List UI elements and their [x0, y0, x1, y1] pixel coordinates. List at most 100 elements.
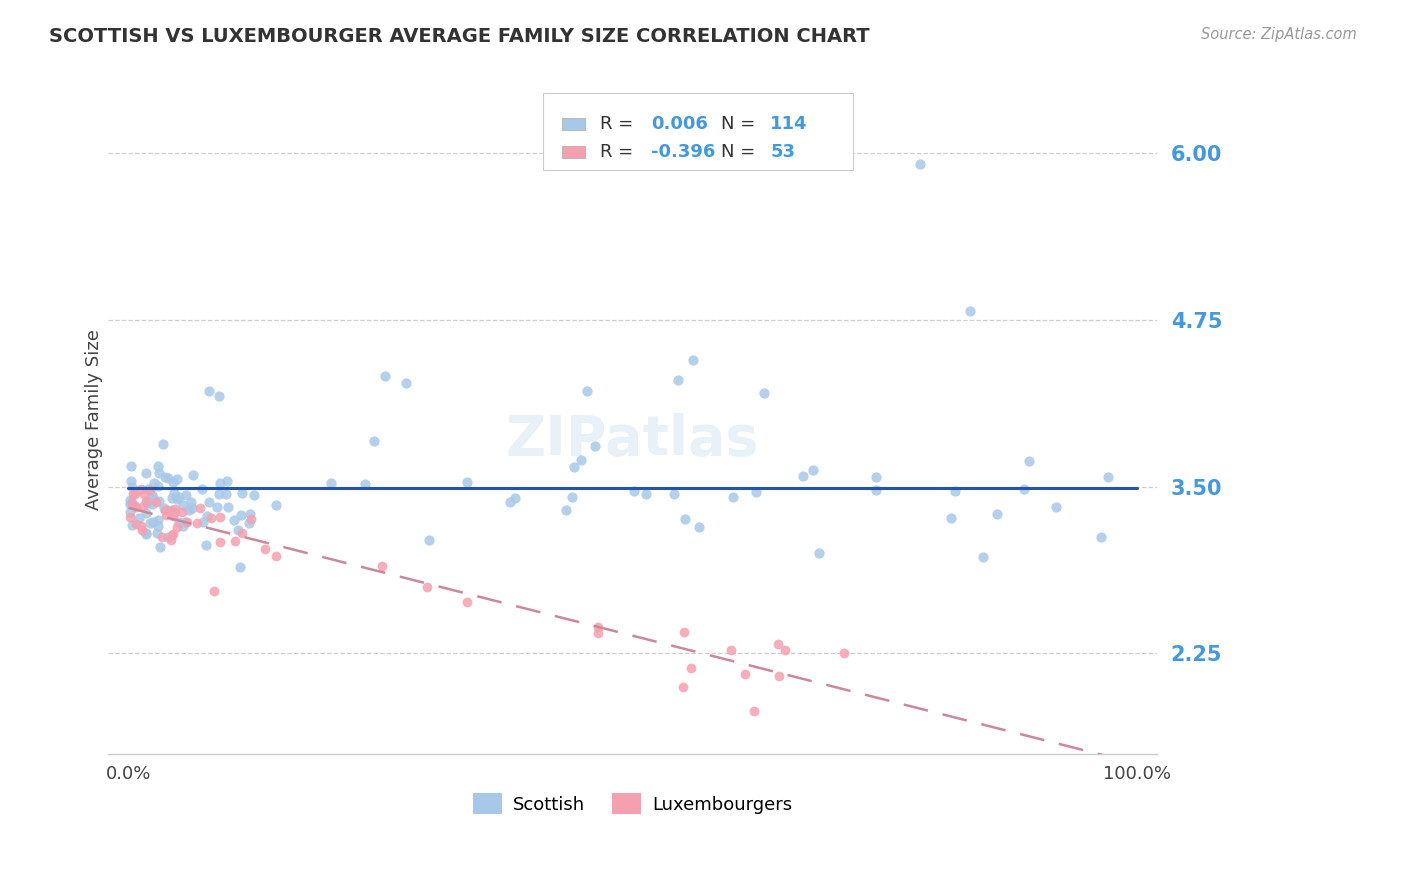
- Point: [176, 515, 198, 529]
- Point: [148, 479, 170, 493]
- Text: -0.396: -0.396: [651, 143, 716, 161]
- Point: [634, 487, 657, 501]
- Point: [371, 558, 394, 573]
- Point: [135, 466, 157, 480]
- Point: [682, 352, 704, 367]
- Point: [202, 583, 225, 598]
- Point: [588, 626, 610, 640]
- Point: [121, 517, 143, 532]
- Point: [166, 520, 188, 534]
- FancyBboxPatch shape: [562, 146, 585, 158]
- Point: [146, 526, 169, 541]
- Point: [124, 499, 146, 513]
- Point: [143, 476, 166, 491]
- Point: [555, 502, 578, 516]
- Point: [319, 476, 342, 491]
- Point: [142, 515, 165, 529]
- Point: [238, 516, 260, 530]
- Text: N =: N =: [721, 143, 761, 161]
- FancyBboxPatch shape: [562, 118, 585, 129]
- Point: [498, 495, 520, 509]
- Point: [186, 516, 208, 530]
- Point: [172, 499, 194, 513]
- Point: [395, 376, 418, 390]
- Point: [742, 704, 765, 718]
- Point: [174, 488, 197, 502]
- Point: [120, 493, 142, 508]
- Text: R =: R =: [600, 115, 640, 133]
- Point: [672, 680, 695, 694]
- Point: [120, 495, 142, 509]
- Point: [264, 498, 287, 512]
- Point: [243, 488, 266, 502]
- Point: [131, 499, 153, 513]
- Point: [673, 625, 696, 640]
- Point: [418, 533, 440, 547]
- Point: [416, 580, 439, 594]
- Point: [231, 526, 253, 541]
- Point: [226, 523, 249, 537]
- Point: [142, 491, 165, 505]
- Point: [162, 475, 184, 490]
- Point: [148, 459, 170, 474]
- Point: [865, 483, 887, 497]
- Point: [135, 526, 157, 541]
- Point: [224, 534, 246, 549]
- Point: [561, 490, 583, 504]
- Text: Source: ZipAtlas.com: Source: ZipAtlas.com: [1201, 27, 1357, 42]
- Point: [159, 504, 181, 518]
- Point: [583, 439, 606, 453]
- Point: [662, 487, 685, 501]
- Point: [266, 549, 288, 563]
- Text: R =: R =: [600, 143, 640, 161]
- Point: [128, 511, 150, 525]
- Point: [167, 490, 190, 504]
- Point: [217, 500, 239, 515]
- Point: [150, 530, 173, 544]
- Point: [118, 505, 141, 519]
- Point: [165, 505, 187, 519]
- Point: [239, 507, 262, 521]
- Point: [156, 530, 179, 544]
- Point: [586, 620, 609, 634]
- Text: 0.006: 0.006: [651, 115, 707, 133]
- Point: [132, 487, 155, 501]
- Point: [135, 526, 157, 541]
- Point: [571, 453, 593, 467]
- Point: [239, 512, 262, 526]
- Point: [1097, 469, 1119, 483]
- Point: [139, 516, 162, 530]
- Point: [124, 487, 146, 501]
- Point: [1018, 454, 1040, 468]
- Point: [231, 485, 253, 500]
- Point: [136, 483, 159, 497]
- Point: [363, 434, 385, 449]
- FancyBboxPatch shape: [543, 93, 853, 169]
- Point: [832, 647, 855, 661]
- Point: [986, 507, 1008, 521]
- Text: 53: 53: [770, 143, 796, 161]
- Point: [160, 491, 183, 505]
- Point: [135, 496, 157, 510]
- Point: [148, 519, 170, 533]
- Point: [752, 386, 775, 401]
- Point: [205, 500, 228, 515]
- Text: 114: 114: [770, 115, 807, 133]
- Point: [165, 502, 187, 516]
- Point: [576, 384, 599, 398]
- Point: [721, 490, 744, 504]
- Point: [131, 524, 153, 538]
- Point: [120, 497, 142, 511]
- Point: [188, 501, 211, 516]
- Point: [153, 469, 176, 483]
- Point: [208, 487, 231, 501]
- Point: [166, 491, 188, 506]
- Point: [734, 667, 756, 681]
- Point: [163, 485, 186, 500]
- Point: [166, 472, 188, 486]
- Point: [745, 484, 768, 499]
- Point: [215, 487, 238, 501]
- Point: [160, 528, 183, 542]
- Point: [180, 495, 202, 509]
- Point: [180, 500, 202, 515]
